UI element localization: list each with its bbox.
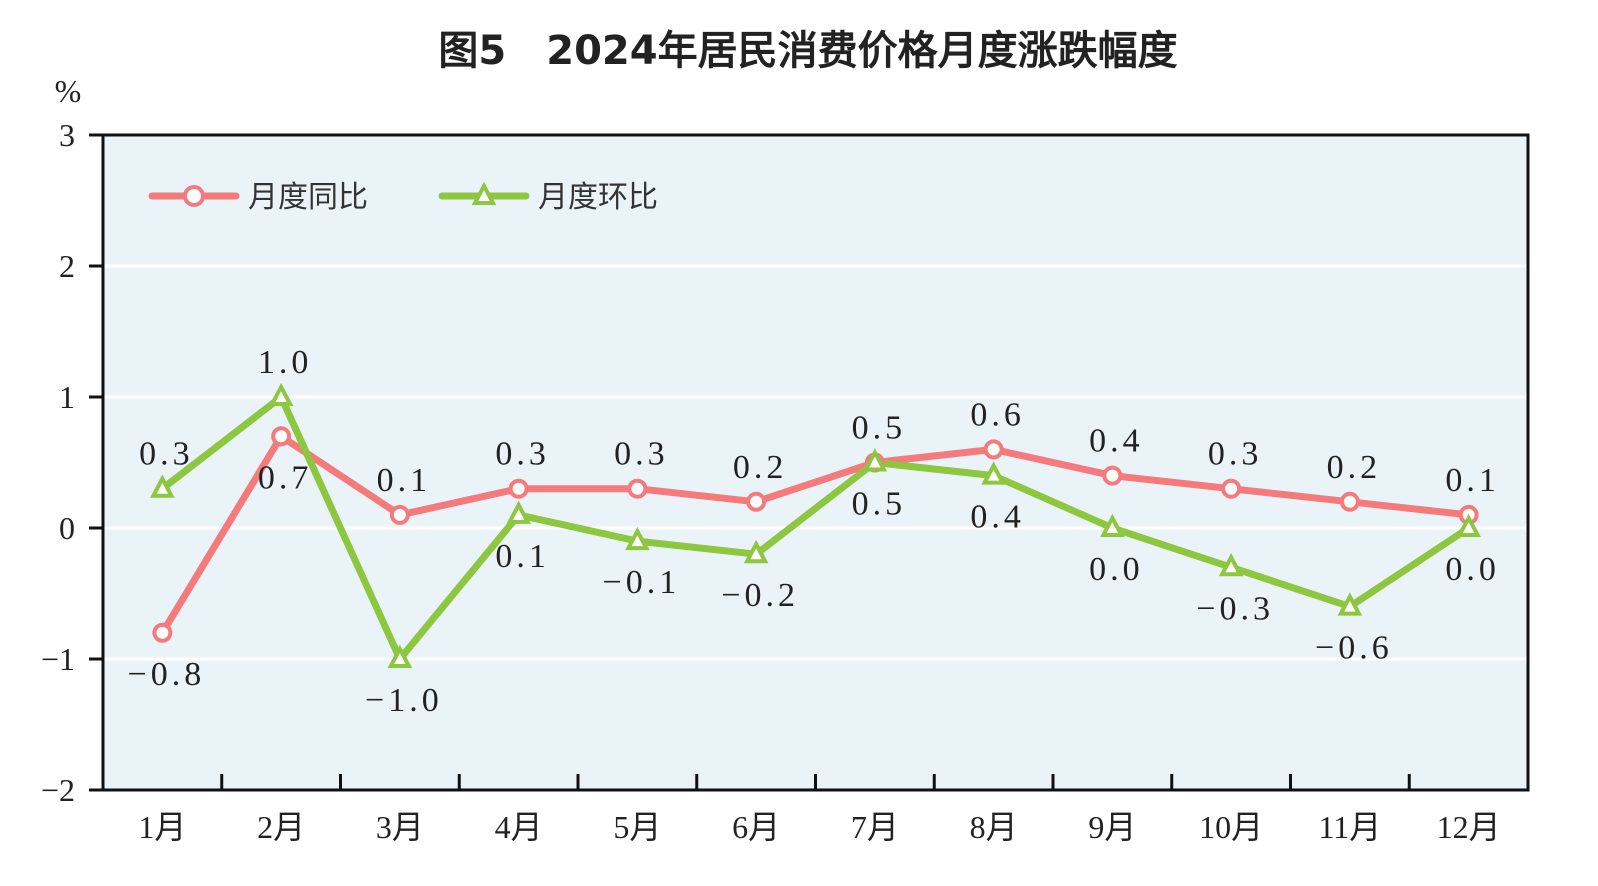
x-tick-label: 6月 bbox=[732, 809, 780, 845]
data-label: 0.0 bbox=[1089, 551, 1144, 588]
x-tick-label: 7月 bbox=[851, 809, 899, 845]
data-label: 0.3 bbox=[139, 436, 194, 473]
data-label: 0.1 bbox=[377, 462, 432, 499]
data-label: −0.6 bbox=[1315, 630, 1393, 667]
y-tick-label: 2 bbox=[59, 248, 75, 284]
data-point-circle bbox=[627, 478, 648, 499]
data-point-triangle bbox=[150, 474, 175, 498]
x-tick-label: 4月 bbox=[495, 809, 543, 845]
legend-circle-icon bbox=[183, 185, 205, 207]
data-label: 0.6 bbox=[970, 396, 1025, 433]
data-label: 0.4 bbox=[970, 499, 1025, 536]
x-tick-label: 9月 bbox=[1088, 809, 1136, 845]
data-label: 0.1 bbox=[1445, 462, 1500, 499]
data-label: 0.1 bbox=[495, 538, 550, 575]
data-point-circle bbox=[508, 478, 529, 499]
series-line bbox=[159, 432, 1470, 635]
chart-title: 图5 2024年居民消费价格月度涨跌幅度 bbox=[438, 28, 1177, 74]
data-label: 0.2 bbox=[1327, 449, 1382, 486]
legend-label: 月度环比 bbox=[538, 180, 658, 215]
data-label: −1.0 bbox=[365, 682, 443, 719]
data-point-triangle bbox=[743, 539, 769, 564]
data-point-circle bbox=[152, 622, 173, 643]
legend-triangle-icon bbox=[471, 181, 497, 205]
x-tick-label: 8月 bbox=[970, 809, 1018, 845]
data-point-triangle bbox=[1456, 513, 1481, 537]
data-point-triangle bbox=[1100, 513, 1125, 537]
data-point-triangle bbox=[862, 448, 888, 472]
data-label: 0.3 bbox=[1208, 436, 1263, 473]
data-label: −0.2 bbox=[721, 577, 799, 614]
data-point-triangle bbox=[981, 461, 1006, 485]
data-point-circle bbox=[746, 491, 767, 512]
y-tick-label: −1 bbox=[41, 641, 75, 677]
data-point-triangle bbox=[268, 382, 294, 406]
data-label: 0.2 bbox=[733, 449, 788, 486]
data-point-circle bbox=[1102, 465, 1123, 486]
data-point-circle bbox=[1221, 478, 1242, 499]
data-label: 0.0 bbox=[1445, 551, 1500, 588]
data-label: 0.7 bbox=[258, 459, 313, 496]
data-point-triangle bbox=[506, 500, 531, 524]
data-label: −0.1 bbox=[603, 564, 681, 601]
data-label: 0.3 bbox=[614, 436, 669, 473]
data-label: 0.5 bbox=[852, 410, 907, 447]
legend-label: 月度同比 bbox=[248, 180, 368, 215]
y-axis-unit: % bbox=[55, 73, 82, 109]
x-tick-label: 2月 bbox=[257, 809, 305, 845]
y-tick-label: −2 bbox=[41, 772, 75, 808]
series-line bbox=[160, 393, 1471, 663]
y-tick-label: 0 bbox=[59, 510, 75, 546]
data-label: −0.3 bbox=[1196, 590, 1274, 627]
data-point-circle bbox=[1339, 491, 1360, 512]
data-point-triangle bbox=[1337, 592, 1363, 616]
data-point-circle bbox=[389, 504, 410, 525]
data-point-triangle bbox=[625, 526, 650, 551]
data-point-triangle bbox=[1218, 553, 1244, 577]
data-label: 0.5 bbox=[852, 486, 907, 523]
plot-area bbox=[103, 135, 1528, 790]
y-tick-label: 1 bbox=[59, 379, 75, 415]
x-tick-label: 12月 bbox=[1437, 809, 1501, 845]
x-tick-label: 11月 bbox=[1318, 809, 1381, 845]
data-point-circle bbox=[271, 426, 292, 447]
x-tick-label: 5月 bbox=[613, 809, 661, 845]
data-label: −0.8 bbox=[128, 656, 206, 693]
data-label: 0.4 bbox=[1089, 423, 1144, 460]
y-tick-label: 3 bbox=[59, 117, 75, 153]
data-label: 0.3 bbox=[495, 436, 550, 473]
data-point-circle bbox=[983, 439, 1004, 460]
x-tick-label: 1月 bbox=[138, 809, 186, 845]
x-tick-label: 10月 bbox=[1199, 809, 1263, 845]
data-point-triangle bbox=[387, 644, 413, 668]
x-tick-label: 3月 bbox=[376, 809, 424, 845]
data-label: 1.0 bbox=[258, 344, 313, 381]
